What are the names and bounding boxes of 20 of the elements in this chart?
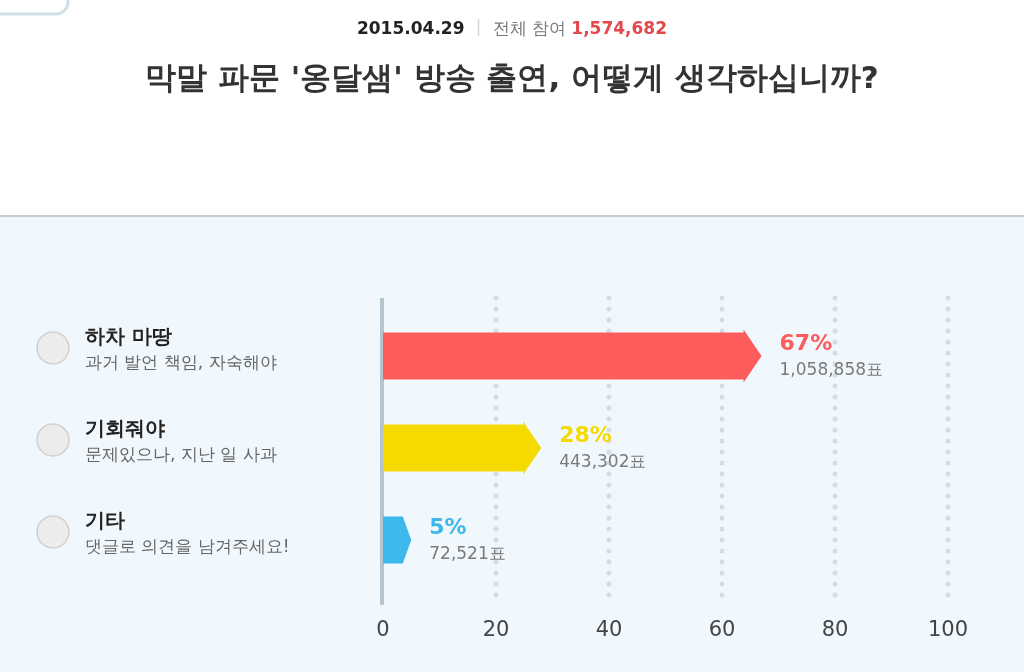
category-label: 문제있으나, 지난 일 사과 xyxy=(85,444,277,464)
value-label: 28% xyxy=(559,422,612,447)
tick-label: 100 xyxy=(927,617,969,641)
category-label: 하차 마땅 xyxy=(85,324,172,348)
value-label: 1,058,858표 xyxy=(779,359,884,379)
tick-label: 80 xyxy=(821,617,849,641)
tick-label: 40 xyxy=(595,617,623,641)
chart-title: 막말 파문 '옹달샘' 방송 출연, 어떻게 생각하십니까? xyxy=(145,59,879,95)
header: 2015.04.29 전체 참여 1,574,682 xyxy=(356,18,668,38)
tick-label: 0 xyxy=(376,617,390,641)
category-label: 기회줘야 xyxy=(85,416,165,440)
tick-label: 60 xyxy=(708,617,736,641)
category-label: 기타 xyxy=(85,508,125,532)
value-label: 72,521표 xyxy=(429,543,506,563)
tick-label: 20 xyxy=(482,617,510,641)
value-label: 5% xyxy=(429,514,467,539)
value-label: 67% xyxy=(779,330,833,355)
category-label: 댓글로 의견을 남겨주세요! xyxy=(85,536,290,556)
category-label: 과거 발언 책임, 자숙해야 xyxy=(85,352,277,372)
value-label: 443,302표 xyxy=(559,451,647,471)
